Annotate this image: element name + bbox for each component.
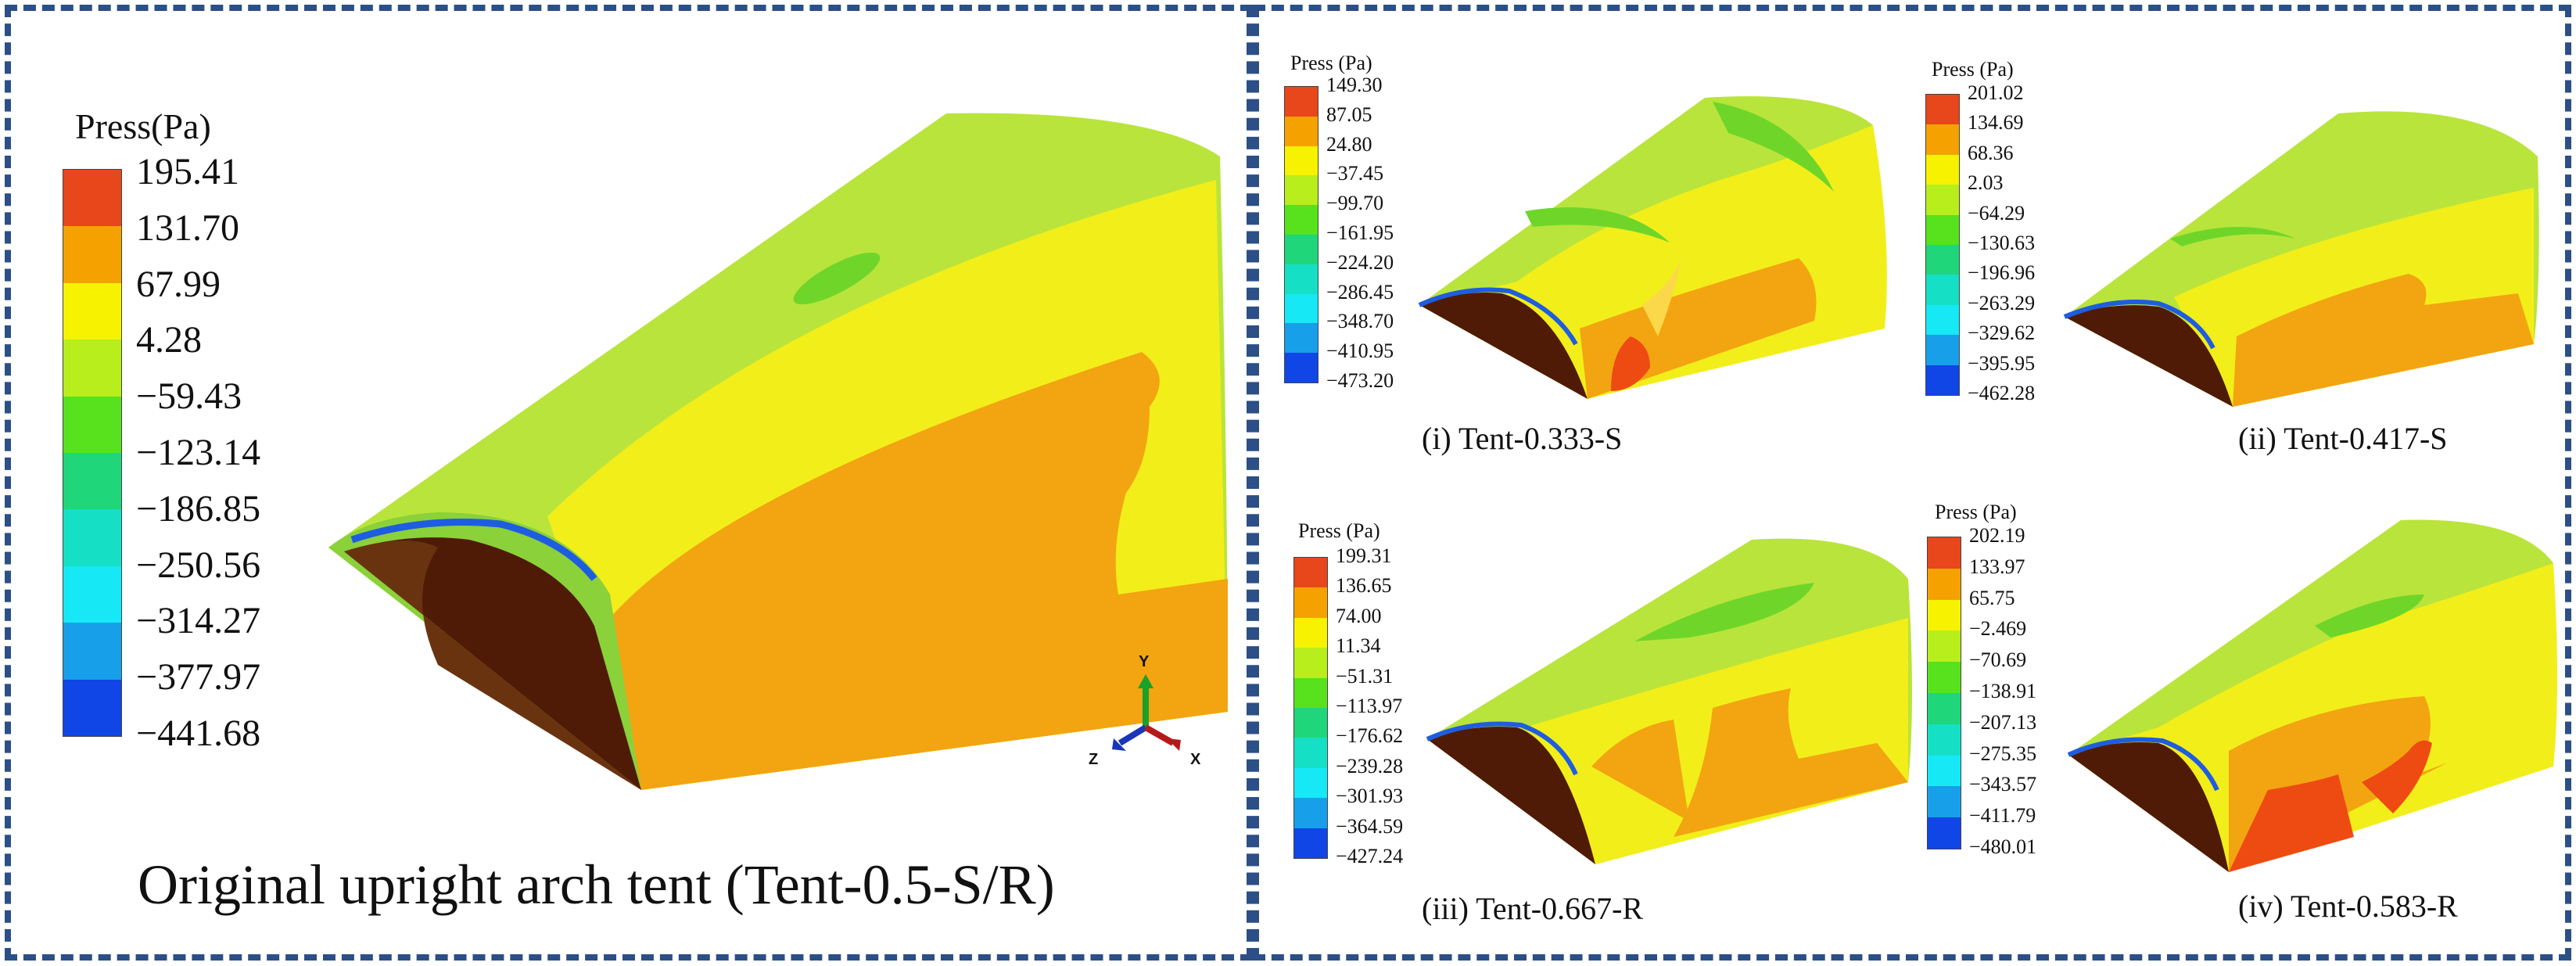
z-axis-arrow	[1118, 724, 1148, 746]
scale-band	[63, 339, 121, 397]
panel-1-caption: (i) Tent-0.333-S	[1422, 421, 1623, 456]
tick-label: −250.56	[136, 544, 261, 586]
x-axis-head	[1167, 738, 1181, 751]
scale-band	[63, 396, 121, 454]
scale-band	[63, 623, 121, 680]
scale-band	[63, 282, 121, 340]
tick-label: −314.27	[136, 600, 261, 642]
tick-label: −441.68	[136, 712, 261, 754]
tick-label: −123.14	[136, 431, 261, 473]
tick-label: 131.70	[136, 206, 239, 249]
left-frame	[5, 5, 1253, 961]
tick-label: 195.41	[136, 151, 239, 192]
tick-label: −377.97	[136, 656, 261, 698]
right-frame	[1253, 5, 2571, 961]
panel-4-caption: (iv) Tent-0.583-R	[2238, 889, 2458, 924]
y-axis-head	[1138, 674, 1153, 688]
tent-orange-zone	[610, 352, 1228, 790]
tent-front-arch-blue	[350, 519, 597, 581]
main-colorbar-ticks: 195.41 131.70 67.99 4.28 −59.43 −123.14 −18…	[136, 153, 260, 752]
axis-label-y: Y	[1139, 653, 1150, 670]
panel-4-colorbar	[1927, 537, 1961, 849]
scale-band	[63, 679, 121, 737]
axis-label-z: Z	[1089, 751, 1099, 768]
panel-1-colorbar	[1284, 86, 1318, 383]
axis-label-x: X	[1190, 751, 1201, 768]
x-axis-arrow	[1144, 724, 1175, 746]
main-legend-title: Press(Pa)	[75, 106, 211, 146]
scale-band	[63, 226, 121, 283]
panel-2-legend-title: Press (Pa)	[1932, 58, 2014, 81]
panel-2-ticks: 201.02 134.69 68.36 2.03 −64.29 −130.63 −196.…	[1968, 81, 2036, 404]
tent-green-patch	[793, 252, 881, 305]
panel-2-colorbar	[1925, 94, 1960, 396]
panel-2-caption: (ii) Tent-0.417-S	[2238, 421, 2448, 456]
panel-1-ticks: 149.30 87.05 24.80 −37.45 −99.70 −161.95 −224…	[1326, 74, 1394, 392]
tent-front-face-shade	[344, 540, 641, 790]
tick-label: 67.99	[136, 263, 221, 305]
tick-label: 4.28	[136, 319, 202, 361]
tick-label: −59.43	[136, 375, 242, 418]
panel-3-ticks: 199.31 136.65 74.00 11.34 −51.31 −113.97 −176…	[1336, 544, 1404, 867]
tick-label: −186.85	[136, 487, 261, 530]
scale-band	[63, 453, 121, 510]
panel-3-caption: (iii) Tent-0.667-R	[1422, 891, 1644, 926]
panel-3-legend-title: Press (Pa)	[1298, 519, 1380, 542]
panel-4-legend-title: Press (Pa)	[1935, 501, 2017, 523]
scale-band	[63, 509, 121, 566]
panel-1-legend-title: Press (Pa)	[1290, 52, 1372, 74]
panel-4-ticks: 202.19 133.97 65.75 −2.469 −70.69 −138.91 −20…	[1969, 524, 2037, 858]
scale-band	[63, 566, 121, 623]
main-caption: Original upright arch tent (Tent-0.5-S/R…	[138, 853, 1055, 916]
scale-band	[63, 170, 121, 227]
panel-3-colorbar	[1293, 557, 1328, 859]
z-axis-head	[1112, 738, 1126, 751]
main-colorbar	[63, 169, 122, 737]
